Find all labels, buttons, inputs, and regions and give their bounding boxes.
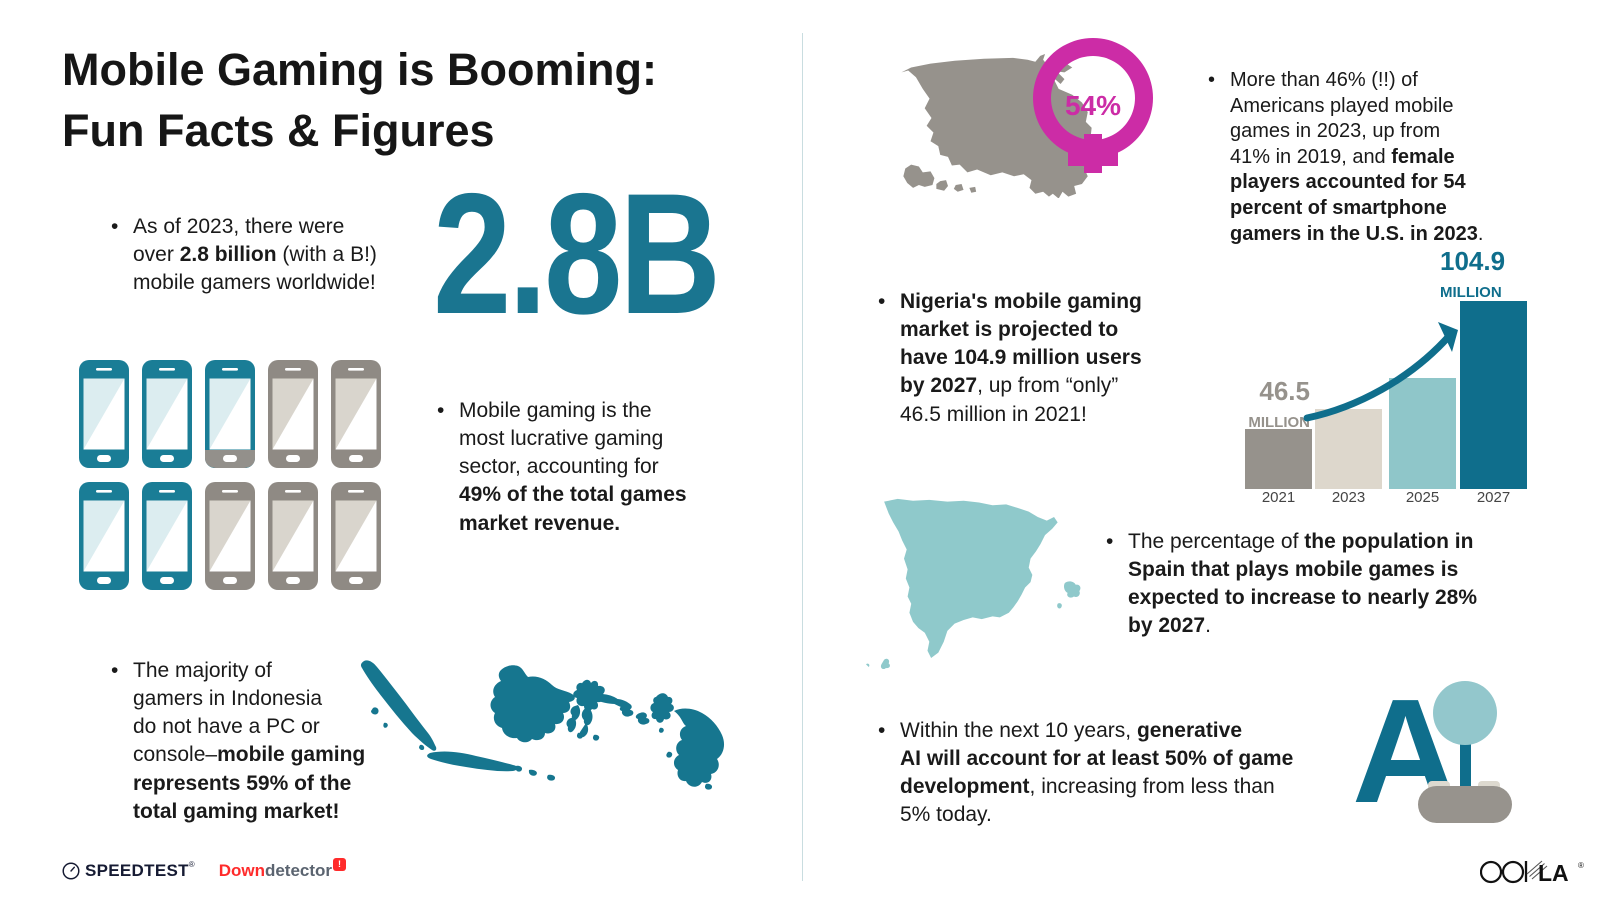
svg-text:LA: LA xyxy=(1538,860,1569,886)
svg-text:®: ® xyxy=(1578,861,1584,870)
